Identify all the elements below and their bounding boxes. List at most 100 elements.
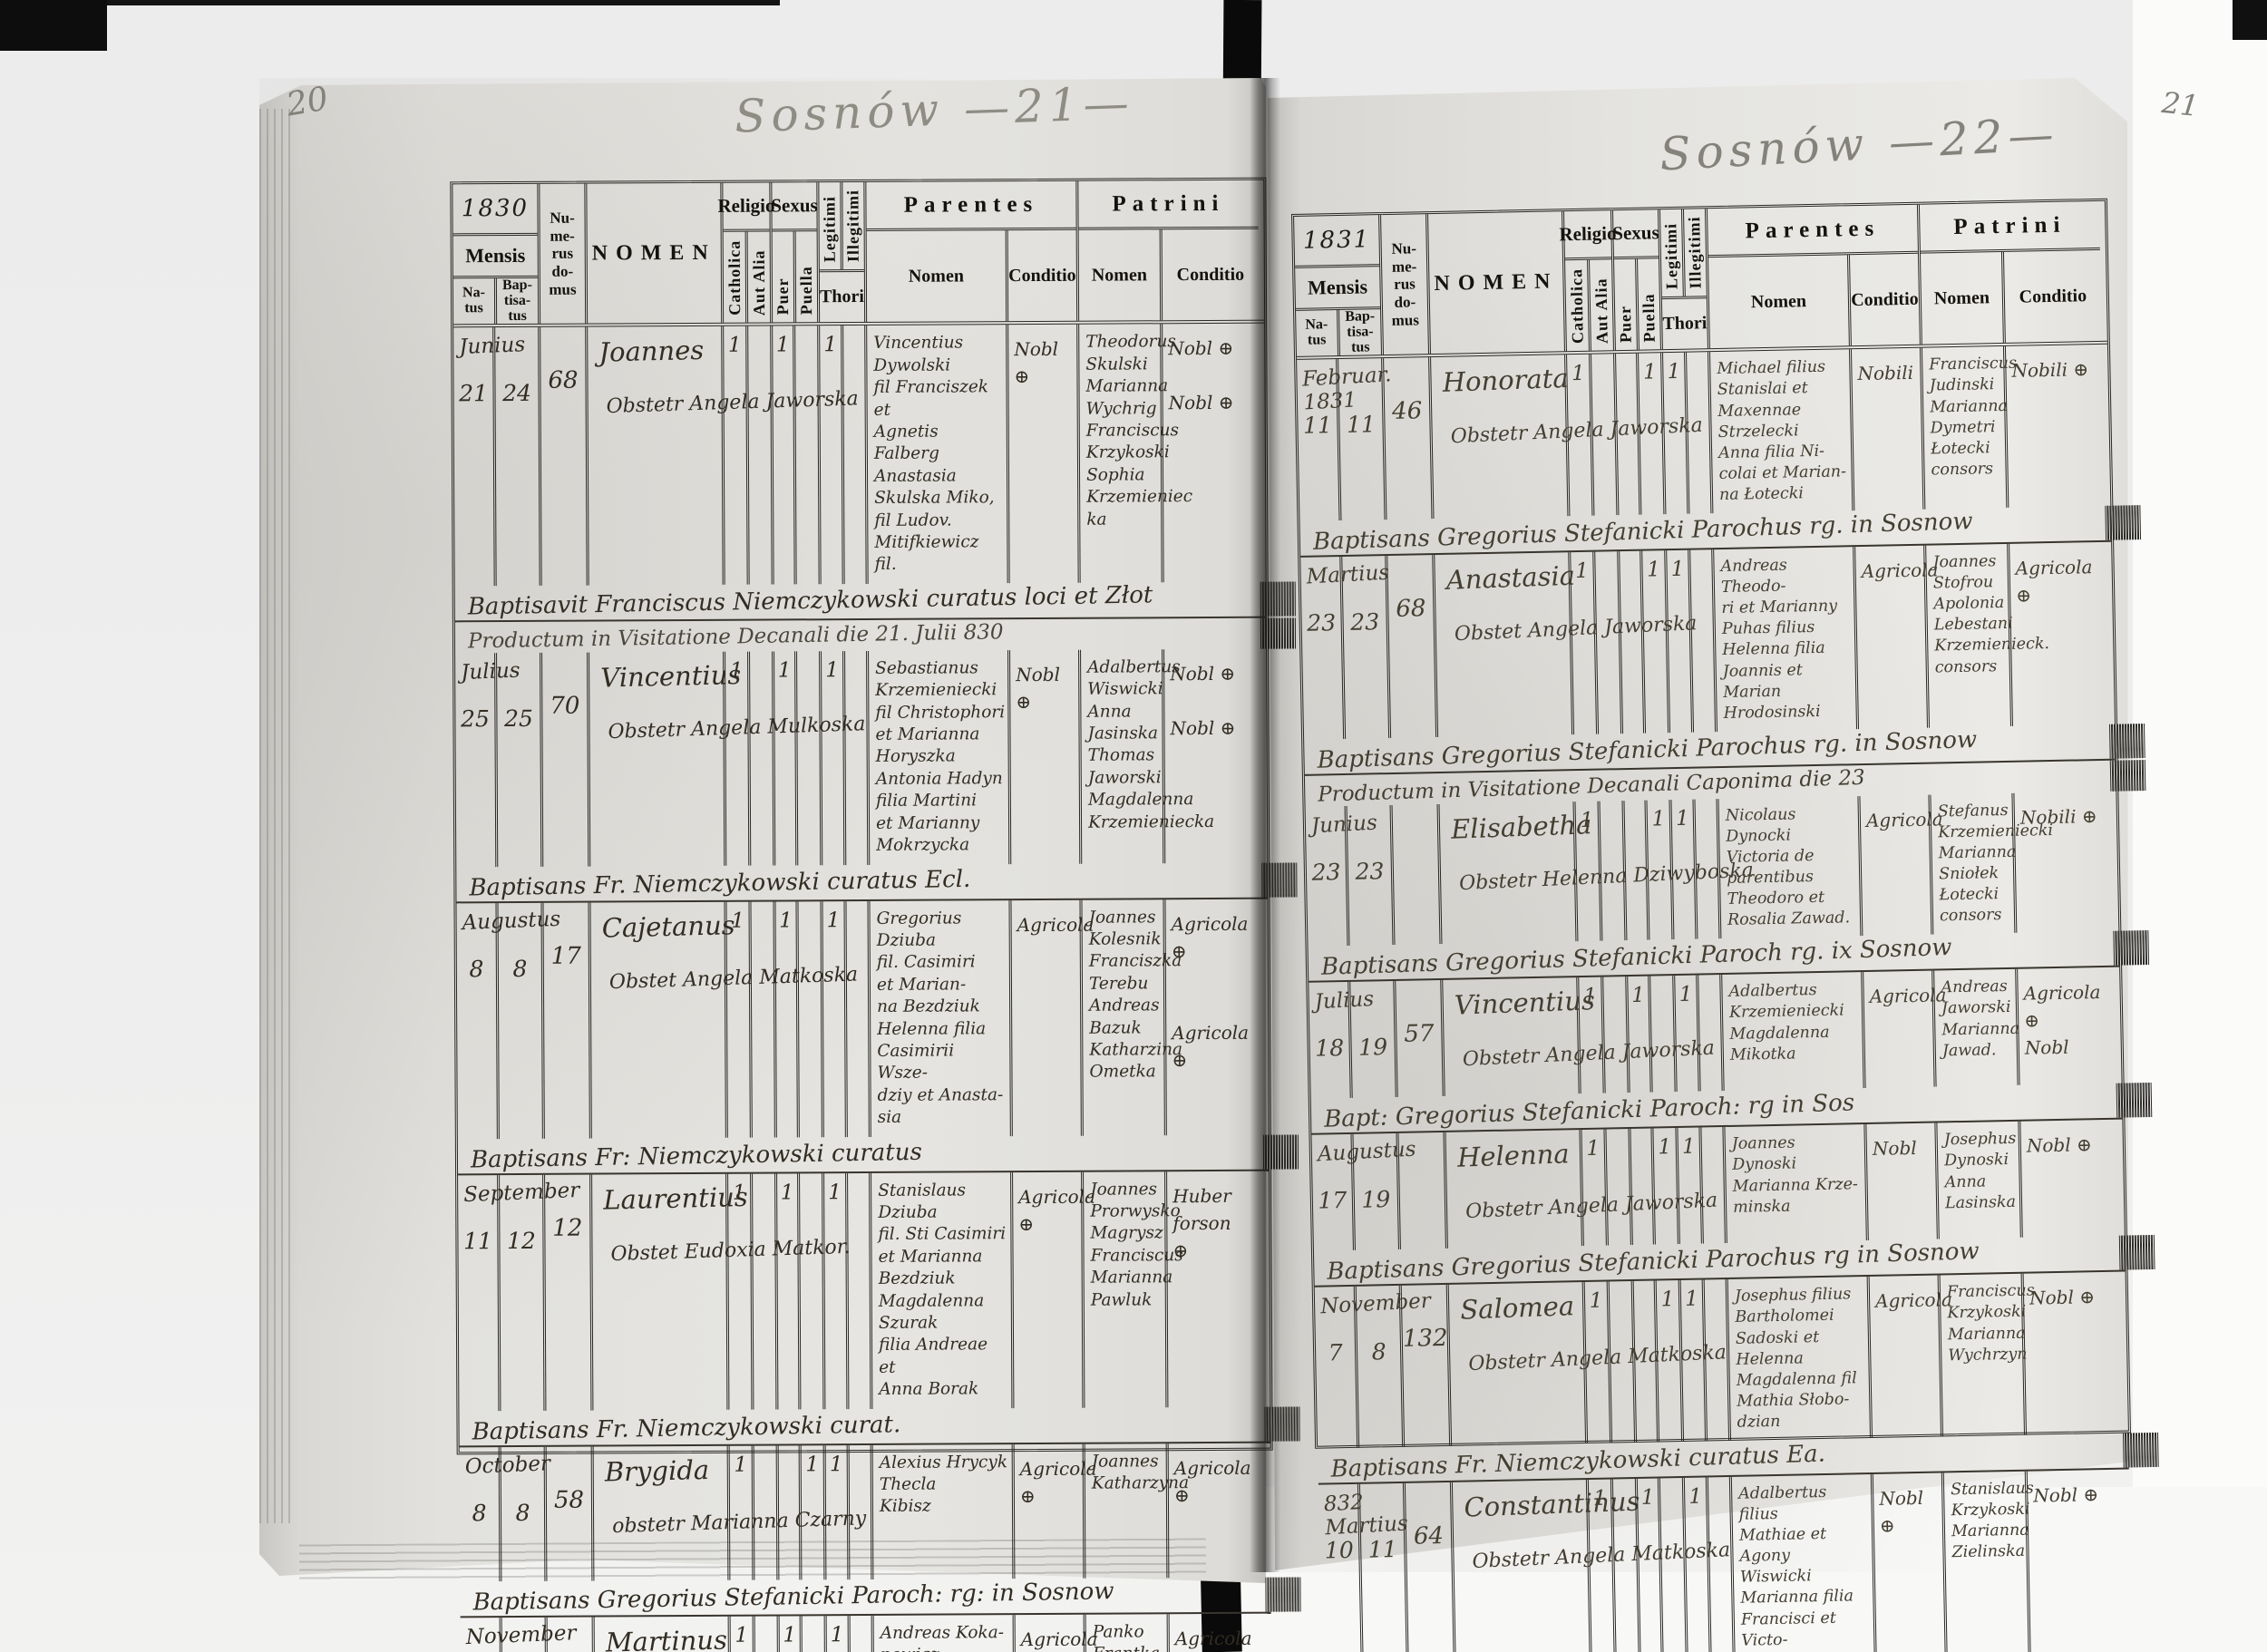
entry-parents-names: Alexius Hrycyk Thecla Kibisz [872, 1443, 1016, 1579]
entry-name: Cajetanus [601, 909, 735, 944]
entry-parents-names: Gregorius Dziuba fil. Casimiri et Marian… [870, 899, 1013, 1137]
entry-name: Joannes [598, 335, 705, 368]
entry-parents-names: Josephus filius Bartholomei Sadoski et H… [1727, 1277, 1873, 1441]
tick-puer: 1 [774, 651, 799, 866]
col-header-sexus: Sexus [1612, 209, 1659, 260]
register-entry: Augustus 17 19 Helenna Obstetr Angela Ja… [1311, 1120, 2155, 1288]
entry-natus-day: 23 [1306, 609, 1337, 637]
entry-name: Vincentius [1454, 985, 1596, 1022]
tick-puer: 1 [777, 1172, 802, 1410]
tick-aut-alia [750, 651, 776, 866]
entry-house-number: 58 [553, 1486, 585, 1514]
col-header-nomen: NOMEN [1434, 269, 1559, 296]
entry-house-number: 12 [552, 1214, 583, 1242]
col-header-baptisatus: Bap- tisa- tus [501, 277, 532, 324]
col-header-aut-alia: Aut Alia [1591, 277, 1611, 345]
tick-puella: 1 [1642, 550, 1671, 734]
tick-puer: 1 [1628, 976, 1653, 1093]
tick-aut-alia [753, 1173, 779, 1410]
entry-natus-day: 21 [459, 380, 489, 407]
col-header-patrini: Patrini [1919, 200, 2100, 254]
year-label: 1831 [1302, 226, 1371, 255]
tick-illegitimi [850, 1615, 876, 1652]
tick-illegitimi [1701, 1127, 1727, 1244]
tick-puella [797, 651, 823, 865]
table-header: 1830 Mensis Na- tus Bap- tisa- tus Nu- m… [452, 180, 1265, 328]
register-entry: November 7 8 132 Salomea Obstetr Angela … [1314, 1272, 2159, 1485]
scanner-bed-white [2133, 0, 2267, 1652]
entry-godparents-condition: Agricola ⊕ [2015, 556, 2093, 607]
tick-puella [795, 326, 822, 585]
entry-natus-day: 17 [1318, 1187, 1348, 1214]
register-entry: November 18 18 Martinus obstetr Melania … [460, 1613, 1273, 1652]
entry-baptisatus-day: 11 [1367, 1536, 1397, 1563]
entry-parents-condition: Nobili [1851, 348, 1926, 511]
entry-midwife: Obstetr Angela Jaworska [1462, 1036, 1716, 1072]
entry-midwife: Obstetr Angela Jaworska [1464, 1189, 1718, 1224]
entries-right: Februar. 1831 11 11 46 Honorata Obstetr … [1297, 345, 2159, 1652]
entry-house-number: 68 [1396, 595, 1426, 623]
tick-puella [802, 1615, 829, 1652]
tick-illegitimi [843, 326, 869, 584]
entry-name: Laurentius [602, 1181, 749, 1216]
col-header-mensis: Mensis [1295, 264, 1381, 311]
col-header-illegitimi: Illegitimi [843, 189, 862, 263]
col-header-mensis: Mensis [452, 232, 538, 279]
entry-midwife: Obstet Angela Matkoska [608, 963, 859, 994]
tick-aut-alia [751, 901, 777, 1138]
tick-catholica: 1 [728, 1173, 754, 1410]
tick-legitimi: 1 [826, 1615, 852, 1652]
table-header: 1831 Mensis Na- tus Bap- tisa- tus Nu- m… [1294, 200, 2107, 361]
col-header-puella: Puella [1639, 293, 1659, 344]
register-entry: Junius 23 23 Elisabetha Obstetr Helenna … [1305, 791, 2150, 984]
col-header-parentes: Parentes [1707, 204, 1918, 258]
entry-godparents-condition: Nobl ⊕ Nobl ⊕ [1168, 337, 1234, 414]
pencil-folio-number-right: 21 [2160, 84, 2201, 124]
tick-catholica: 1 [730, 1616, 757, 1652]
entry-godparents-names: Joannes Prorwysko Magrysz Franciscus Mar… [1084, 1171, 1183, 1408]
entry-baptisatus-day: 19 [1357, 1034, 1388, 1062]
col-header-thori: Thori [1661, 296, 1708, 350]
entry-godparents-names: Joannes Stofrou Apolonia Lebestani Krzem… [1926, 543, 2049, 728]
entry-natus-day: 25 [460, 705, 490, 733]
entry-baptisatus-day: 8 [1371, 1338, 1386, 1365]
tick-aut-alia [748, 326, 774, 585]
entry-godparents-names: Stanislaus Krzykoski Marianna Zielinska [1943, 1471, 2034, 1652]
entry-natus-day: 8 [469, 955, 484, 982]
entries-left: Junius 21 24 68 Joannes Obstetr Angela J… [453, 324, 1301, 1652]
tick-legitimi: 1 [824, 1172, 850, 1409]
tick-illegitimi [1690, 549, 1718, 733]
col-header-catholica: Catholica [725, 240, 744, 316]
entry-godparents-names: Andreas Jaworski Marianna Jawad. [1934, 969, 2020, 1087]
col-header-legitimi: Legitimi [1661, 223, 1681, 290]
entry-midwife: Obstetr Angela Matkoska [1467, 1341, 1727, 1376]
col-header-patrini: Patrini [1078, 180, 1259, 230]
col-header-numerus-domus: Nu- me- rus do- mus [1391, 239, 1420, 329]
entry-house-number: 70 [550, 692, 580, 720]
tick-puella [1650, 976, 1678, 1093]
col-header-sexus: Sexus [771, 182, 818, 232]
entry-name: Constantinus [1463, 1485, 1641, 1523]
entry-godparents-names: Stefanus Krzemieniecki Marianna Sniołek … [1931, 792, 2053, 935]
entry-house-number [1399, 1172, 1444, 1173]
col-header-thori: Thori [819, 269, 865, 323]
tick-legitimi: 1 [822, 900, 848, 1137]
register-entry: Julius 25 25 70 Vincentius Obstetr Angel… [455, 649, 1298, 903]
col-header-natus: Na- tus [452, 278, 498, 325]
tick-legitimi: 1 [1675, 975, 1701, 1093]
entry-baptisatus-day: 23 [1355, 857, 1385, 885]
page-stack-edges-left [259, 109, 290, 1523]
col-header-nomen: NOMEN [591, 240, 716, 266]
tick-catholica: 1 [724, 326, 750, 585]
entry-name: Elisabetha [1450, 808, 1592, 845]
tick-puella: 1 [1653, 1128, 1680, 1245]
entry-name: Salomea [1459, 1290, 1575, 1326]
entry-midwife: Obstetr Angela Mulkoska [608, 713, 866, 743]
entry-baptisatus-day: 8 [512, 955, 528, 982]
right-page [1268, 78, 2128, 1570]
entry-godparents-names: Joannes Katharzyna [1085, 1443, 1189, 1579]
tick-aut-alia [1595, 551, 1624, 734]
entry-natus-day: 11 [462, 1227, 492, 1254]
entry-godparents-condition: Nobl ⊕ [2029, 1286, 2096, 1309]
entry-midwife: Obstetr Angela Jaworska [1450, 414, 1704, 449]
